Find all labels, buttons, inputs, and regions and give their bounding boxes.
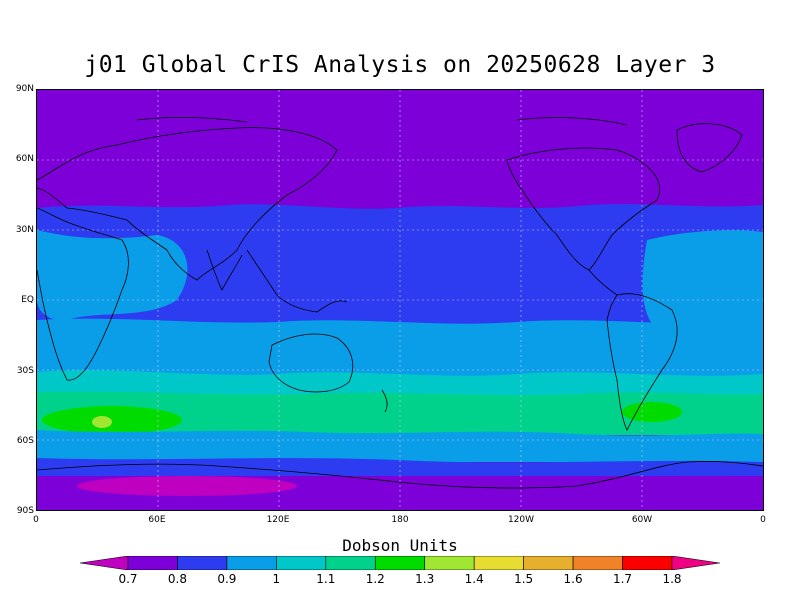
lat-label-30n: 30N [15,225,34,235]
lon-label-180: 180 [391,515,409,525]
high-ozone-south-atlantic [622,402,682,422]
colorbar-swatch [473,556,524,570]
colorbar-swatch [177,556,228,570]
colorbar-tick-label: 1.8 [662,572,682,586]
lat-label-60n: 60N [15,154,34,164]
patch-east-atlantic [642,230,763,350]
colorbar-swatch [424,556,475,570]
lon-label-0-right: 0 [760,515,766,525]
coast-south-america [606,293,678,431]
ozone-field-map [37,90,763,510]
colorbar-tick-label: 0.7 [118,572,138,586]
colorbar-tick-label: 1.4 [464,572,484,586]
colorbar-swatch-min [80,556,129,570]
coast-antarctica [37,461,763,489]
low-ozone-antarctic [77,476,297,496]
colorbar-swatch [226,556,277,570]
coast-se-asia [246,249,348,313]
colorbar-tick-label: 1.6 [563,572,583,586]
colorbar-swatch [276,556,327,570]
colorbar-title: Dobson Units [342,536,458,555]
colorbar-swatch-max [671,556,720,570]
map-gridlines [37,90,763,510]
colorbar-swatch [523,556,574,570]
colorbar-tick-label: 1 [272,572,281,586]
coast-arctic-islands [136,116,628,126]
band-south-green [37,391,763,435]
colorbar-swatch [374,556,426,570]
coast-north-america [506,147,660,271]
patch-atlantic-africa [37,230,188,321]
colorbar-tick-label: 1.1 [316,572,336,586]
peak-ozone-south-indian [92,416,112,428]
high-ozone-south-indian [42,406,182,434]
lon-label-0-left: 0 [33,515,39,525]
colorbar-tick-label: 0.9 [217,572,237,586]
band-south-tropic [37,318,763,380]
lon-label-120w: 120W [507,515,535,525]
lat-label-90n: 90N [15,84,34,94]
colorbar-tick-label: 1.3 [415,572,435,586]
lat-label-60s: 60S [16,436,34,446]
lat-label-90s: 90S [16,506,34,516]
colorbar-tick-label: 0.8 [167,572,187,586]
coast-africa [37,207,129,381]
colorbar-swatch [572,556,623,570]
colorbar-swatch [622,556,673,570]
colorbar-swatch [325,556,376,570]
coast-nz [381,389,388,413]
coastlines [37,116,763,489]
colorbar-tick-label: 1.7 [612,572,633,586]
coast-india [206,249,243,291]
lat-label-eq: EQ [21,295,34,305]
coast-central-america [588,269,618,296]
coast-australia [268,333,354,393]
colorbar-swatch [127,556,178,570]
lon-label-120e: 120E [266,515,290,525]
colorbar-tick-label: 1.5 [514,572,534,586]
band-north-blue [37,204,763,240]
map-plot-area [36,89,764,511]
colorbar-tick-label: 1.2 [365,572,385,586]
chart-title: j01 Global CrIS Analysis on 20250628 Lay… [84,52,716,78]
band-antarctic-blue [37,458,763,480]
lon-label-60w: 60W [631,515,653,525]
lat-label-30s: 30S [16,366,34,376]
colorbar [80,556,720,570]
lon-label-60e: 60E [148,515,166,525]
coast-europe-asia [37,127,338,281]
coast-greenland [676,123,743,173]
